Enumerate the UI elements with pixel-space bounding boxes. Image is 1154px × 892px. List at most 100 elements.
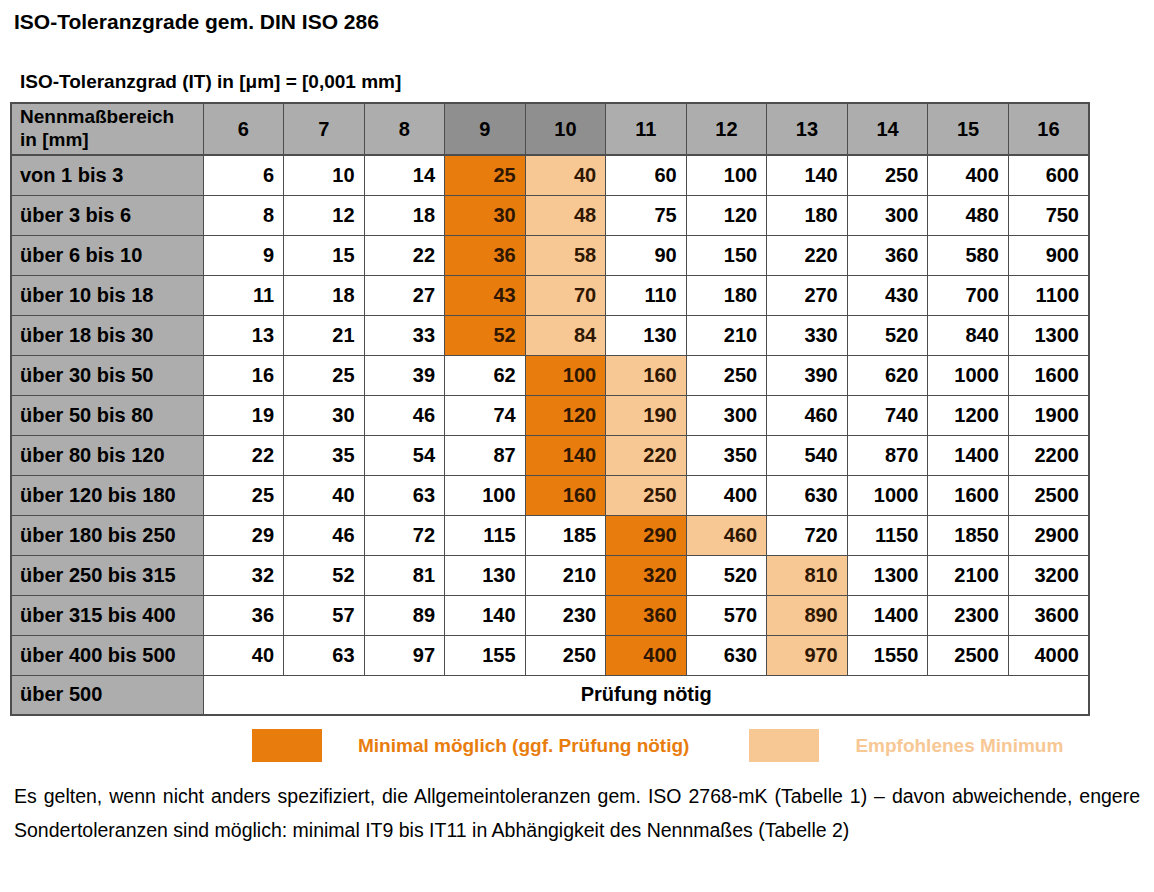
it-grade-column-header: 13 — [767, 103, 848, 155]
tolerance-value-cell: 8 — [203, 195, 284, 235]
table-row: über 3 bis 681218304875120180300480750 — [11, 195, 1089, 235]
table-row-over-500: über 500Prüfung nötig — [11, 675, 1089, 715]
size-range-label: über 10 bis 18 — [11, 275, 203, 315]
tolerance-value-cell: 1600 — [1008, 355, 1089, 395]
table-row: über 180 bis 250294672115185290460720115… — [11, 515, 1089, 555]
table-header: Nennmaßbereich in [mm]678910111213141516 — [11, 103, 1089, 155]
size-range-label: über 30 bis 50 — [11, 355, 203, 395]
tolerance-value-cell: 1300 — [847, 555, 928, 595]
tolerance-value-cell: 390 — [767, 355, 848, 395]
tolerance-value-cell: 11 — [203, 275, 284, 315]
tolerance-value-cell: 89 — [364, 595, 445, 635]
size-range-label: über 80 bis 120 — [11, 435, 203, 475]
tolerance-value-cell: 39 — [364, 355, 445, 395]
tolerance-value-cell: 630 — [767, 475, 848, 515]
tolerance-value-cell: 540 — [767, 435, 848, 475]
it-grade-column-header: 10 — [525, 103, 606, 155]
tolerance-value-cell: 220 — [767, 235, 848, 275]
tolerance-value-cell: 120 — [686, 195, 767, 235]
tolerance-value-cell: 25 — [203, 475, 284, 515]
tolerance-value-cell: 1000 — [928, 355, 1009, 395]
tolerance-value-cell: 1100 — [1008, 275, 1089, 315]
tolerance-value-cell: 14 — [364, 155, 445, 195]
tolerance-value-cell: 160 — [606, 355, 687, 395]
tolerance-value-cell: 97 — [364, 635, 445, 675]
tolerance-value-cell: 74 — [445, 395, 526, 435]
tolerance-value-cell: 520 — [847, 315, 928, 355]
tolerance-value-cell: 46 — [364, 395, 445, 435]
table-row: über 18 bis 3013213352841302103305208401… — [11, 315, 1089, 355]
tolerance-value-cell: 52 — [284, 555, 365, 595]
tolerance-value-cell: 63 — [364, 475, 445, 515]
table-row: über 50 bis 8019304674120190300460740120… — [11, 395, 1089, 435]
tolerance-value-cell: 140 — [445, 595, 526, 635]
tolerance-value-cell: 810 — [767, 555, 848, 595]
tolerance-value-cell: 155 — [445, 635, 526, 675]
tolerance-value-cell: 400 — [928, 155, 1009, 195]
table-row: über 250 bis 315325281130210320520810130… — [11, 555, 1089, 595]
footer-note: Es gelten, wenn nicht anders spezifizier… — [14, 779, 1140, 847]
tolerance-value-cell: 140 — [525, 435, 606, 475]
tolerance-value-cell: 40 — [525, 155, 606, 195]
tolerance-value-cell: 350 — [686, 435, 767, 475]
tolerance-value-cell: 2500 — [928, 635, 1009, 675]
legend: Minimal möglich (ggf. Prüfung nötig) Emp… — [0, 729, 1154, 762]
size-range-label: über 120 bis 180 — [11, 475, 203, 515]
tolerance-value-cell: 1550 — [847, 635, 928, 675]
it-grade-column-header: 14 — [847, 103, 928, 155]
tolerance-value-cell: 2100 — [928, 555, 1009, 595]
tolerance-value-cell: 40 — [284, 475, 365, 515]
tolerance-value-cell: 970 — [767, 635, 848, 675]
tolerance-value-cell: 1400 — [847, 595, 928, 635]
tolerance-value-cell: 4000 — [1008, 635, 1089, 675]
tolerance-value-cell: 1600 — [928, 475, 1009, 515]
tolerance-value-cell: 130 — [445, 555, 526, 595]
tolerance-value-cell: 870 — [847, 435, 928, 475]
size-range-label: über 400 bis 500 — [11, 635, 203, 675]
legend-item-minimal: Minimal möglich (ggf. Prüfung nötig) — [252, 729, 689, 762]
tolerance-value-cell: 300 — [847, 195, 928, 235]
tolerance-value-cell: 29 — [203, 515, 284, 555]
tolerance-value-cell: 84 — [525, 315, 606, 355]
tolerance-value-cell: 570 — [686, 595, 767, 635]
tolerance-value-cell: 100 — [525, 355, 606, 395]
size-range-label: über 6 bis 10 — [11, 235, 203, 275]
tolerance-value-cell: 360 — [847, 235, 928, 275]
tolerance-value-cell: 1150 — [847, 515, 928, 555]
tolerance-value-cell: 480 — [928, 195, 1009, 235]
tolerance-value-cell: 840 — [928, 315, 1009, 355]
tolerance-value-cell: 400 — [686, 475, 767, 515]
tolerance-value-cell: 230 — [525, 595, 606, 635]
tolerance-value-cell: 22 — [203, 435, 284, 475]
tolerance-value-cell: 12 — [284, 195, 365, 235]
tolerance-value-cell: 520 — [686, 555, 767, 595]
tolerance-value-cell: 30 — [284, 395, 365, 435]
legend-label-minimal: Minimal möglich (ggf. Prüfung nötig) — [358, 735, 689, 757]
tolerance-value-cell: 6 — [203, 155, 284, 195]
tolerance-value-cell: 320 — [606, 555, 687, 595]
tolerance-value-cell: 620 — [847, 355, 928, 395]
tolerance-value-cell: 81 — [364, 555, 445, 595]
recommended-color-swatch — [749, 729, 819, 762]
it-grade-column-header: 12 — [686, 103, 767, 155]
tolerance-value-cell: 13 — [203, 315, 284, 355]
tolerance-value-cell: 10 — [284, 155, 365, 195]
page-title: ISO-Toleranzgrade gem. DIN ISO 286 — [14, 10, 1154, 34]
tolerance-value-cell: 22 — [364, 235, 445, 275]
tolerance-value-cell: 62 — [445, 355, 526, 395]
size-range-label: über 500 — [11, 675, 203, 715]
tolerance-value-cell: 250 — [606, 475, 687, 515]
table-row: über 10 bis 1811182743701101802704307001… — [11, 275, 1089, 315]
it-grade-column-header: 7 — [284, 103, 365, 155]
tolerance-value-cell: 18 — [364, 195, 445, 235]
tolerance-value-cell: 16 — [203, 355, 284, 395]
tolerance-value-cell: 21 — [284, 315, 365, 355]
tolerance-value-cell: 460 — [686, 515, 767, 555]
tolerance-value-cell: 460 — [767, 395, 848, 435]
table-body: von 1 bis 361014254060100140250400600übe… — [11, 155, 1089, 715]
tolerance-value-cell: 2500 — [1008, 475, 1089, 515]
tolerance-value-cell: 15 — [284, 235, 365, 275]
table-row: von 1 bis 361014254060100140250400600 — [11, 155, 1089, 195]
tolerance-value-cell: 3200 — [1008, 555, 1089, 595]
tolerance-value-cell: 250 — [847, 155, 928, 195]
